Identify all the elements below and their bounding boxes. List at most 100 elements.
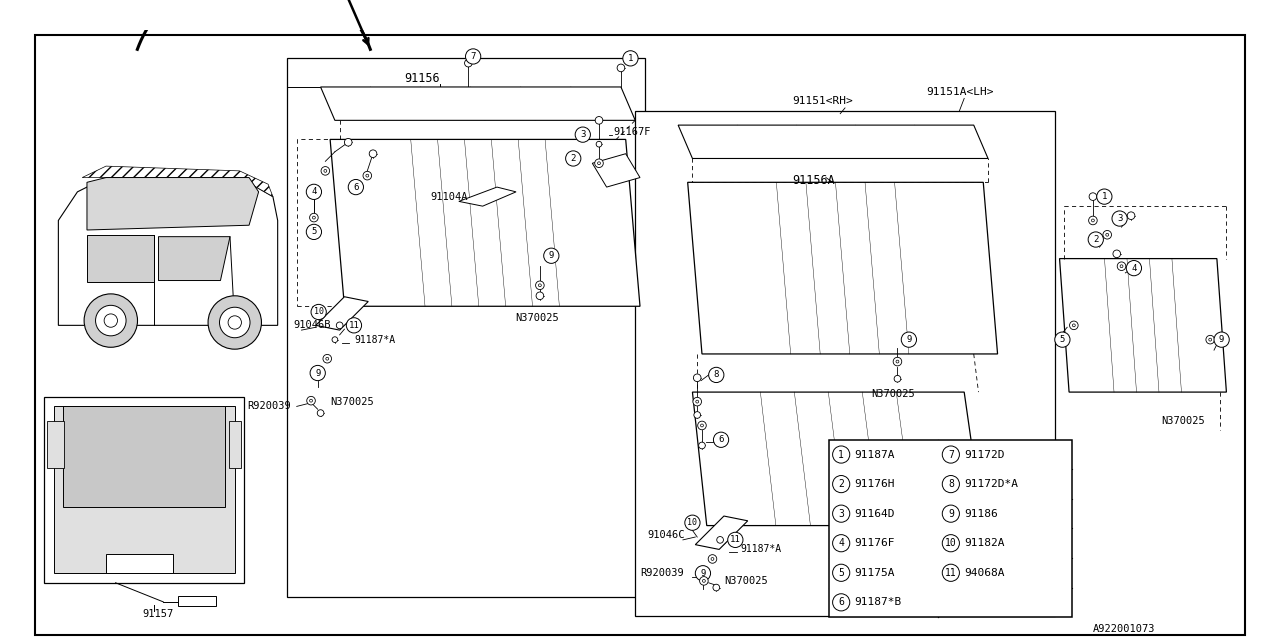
Circle shape (324, 170, 326, 172)
Circle shape (1073, 324, 1075, 327)
Circle shape (323, 355, 332, 363)
Circle shape (84, 294, 137, 348)
Circle shape (595, 116, 603, 124)
Polygon shape (692, 392, 983, 525)
Text: 7: 7 (471, 52, 476, 61)
Circle shape (347, 317, 361, 333)
Text: 8: 8 (713, 371, 719, 380)
Bar (229, 420, 242, 468)
Bar (828, 440, 1071, 617)
Text: 11: 11 (348, 321, 360, 330)
Circle shape (694, 374, 701, 381)
Circle shape (366, 174, 369, 177)
Circle shape (1120, 265, 1123, 268)
Text: 91157: 91157 (142, 609, 174, 620)
Circle shape (306, 224, 321, 239)
Text: 91104A: 91104A (430, 191, 467, 202)
Circle shape (696, 400, 699, 403)
Circle shape (1070, 321, 1078, 330)
Polygon shape (87, 177, 259, 230)
Circle shape (307, 396, 315, 405)
Circle shape (623, 51, 639, 66)
Text: 6: 6 (838, 597, 844, 607)
Polygon shape (687, 182, 997, 354)
Text: N370025: N370025 (724, 576, 768, 586)
Circle shape (465, 60, 472, 67)
Text: 91172D: 91172D (964, 449, 1005, 460)
Circle shape (369, 150, 376, 157)
Circle shape (700, 577, 708, 585)
Circle shape (321, 166, 330, 175)
Text: 91187*A: 91187*A (740, 545, 781, 554)
Circle shape (311, 305, 326, 319)
Circle shape (703, 579, 705, 582)
Text: 91187A: 91187A (855, 449, 895, 460)
Text: 10: 10 (945, 538, 956, 548)
Circle shape (1088, 232, 1103, 247)
Circle shape (685, 515, 700, 531)
Text: 10: 10 (687, 518, 698, 527)
Text: 3: 3 (838, 509, 844, 518)
Polygon shape (695, 516, 748, 549)
Circle shape (694, 412, 700, 419)
Text: 7: 7 (948, 449, 954, 460)
Circle shape (1208, 338, 1212, 341)
Polygon shape (159, 237, 230, 280)
Circle shape (104, 314, 118, 327)
Circle shape (337, 322, 343, 329)
Text: 1: 1 (1102, 192, 1107, 201)
Text: N370025: N370025 (330, 397, 374, 406)
Text: 5: 5 (1060, 335, 1065, 344)
Circle shape (832, 594, 850, 611)
Text: 1: 1 (627, 54, 634, 63)
Polygon shape (320, 87, 635, 120)
Text: 91172D*A: 91172D*A (964, 479, 1018, 489)
Circle shape (326, 357, 329, 360)
Circle shape (893, 357, 901, 366)
Text: 4: 4 (311, 188, 316, 196)
Polygon shape (59, 173, 278, 325)
Polygon shape (82, 166, 273, 196)
Text: 91151A<LH>: 91151A<LH> (925, 87, 993, 97)
Polygon shape (87, 235, 154, 282)
Circle shape (306, 184, 321, 200)
Text: 91176F: 91176F (855, 538, 895, 548)
Circle shape (566, 151, 581, 166)
Circle shape (709, 367, 724, 383)
Circle shape (1092, 219, 1094, 222)
Bar (635, 111, 1055, 616)
Circle shape (700, 424, 704, 427)
Text: R920039: R920039 (247, 401, 291, 412)
Circle shape (209, 296, 261, 349)
Circle shape (832, 534, 850, 552)
Circle shape (832, 446, 850, 463)
Text: 2: 2 (571, 154, 576, 163)
Text: 94068A: 94068A (964, 568, 1005, 578)
Circle shape (598, 162, 600, 164)
Text: 9: 9 (700, 569, 705, 578)
Circle shape (1089, 193, 1097, 200)
Circle shape (466, 49, 481, 64)
Text: 11: 11 (730, 536, 741, 545)
Text: 2: 2 (838, 479, 844, 489)
Circle shape (895, 376, 901, 382)
Circle shape (344, 138, 352, 146)
Circle shape (1112, 250, 1120, 258)
Circle shape (617, 64, 625, 72)
Text: 2: 2 (1093, 235, 1098, 244)
Text: 91156: 91156 (404, 72, 440, 85)
Text: 5: 5 (311, 227, 316, 236)
Polygon shape (106, 554, 173, 573)
Text: 91175A: 91175A (855, 568, 895, 578)
Circle shape (219, 307, 250, 338)
Circle shape (1206, 335, 1215, 344)
Circle shape (1112, 211, 1128, 226)
Text: 91187*A: 91187*A (355, 335, 396, 345)
Text: 91167F: 91167F (613, 127, 650, 137)
Circle shape (544, 248, 559, 264)
Polygon shape (330, 140, 640, 307)
Text: 4: 4 (838, 538, 844, 548)
Text: N370025: N370025 (1162, 416, 1206, 426)
Circle shape (942, 446, 960, 463)
Circle shape (717, 536, 723, 543)
